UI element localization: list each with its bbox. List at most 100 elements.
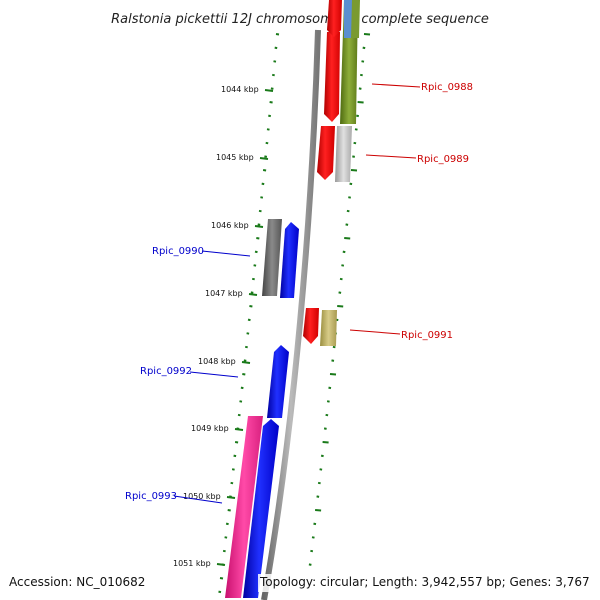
gene-block-khaki [320,310,337,346]
minor-tick [320,454,324,458]
minor-tick [319,468,323,471]
minor-tick [357,101,364,104]
minor-tick [317,481,321,485]
gene-label-rpic-0989[interactable]: Rpic_0989 [417,154,469,165]
leader-line-rpic-0990 [201,250,251,257]
gene-label-rpic-0991[interactable]: Rpic_0991 [401,330,453,341]
gene-label-rpic-0992[interactable]: Rpic_0992 [140,366,192,377]
kbp-tick-label: 1047 kbp [205,289,243,298]
minor-tick [341,264,345,267]
minor-tick [239,400,243,403]
minor-tick [262,169,267,172]
gene-arrow-rpic-0991[interactable] [303,308,319,344]
minor-tick [253,264,257,267]
kbp-tick-mark [226,496,236,499]
minor-tick [323,427,327,430]
leader-line-rpic-0988 [371,83,421,88]
kbp-tick-mark [259,157,269,160]
minor-tick [361,60,365,63]
minor-tick [237,413,241,417]
minor-tick [349,182,353,186]
kbp-tick-mark [241,361,251,364]
minor-tick [363,33,371,36]
minor-tick [331,359,335,362]
minor-tick [269,101,273,104]
kbp-tick: 1046 kbp [211,221,264,230]
kbp-tick-mark [264,89,274,92]
minor-tick [258,209,262,213]
kbp-tick-label: 1045 kbp [216,153,254,162]
minor-tick [313,522,317,526]
kbp-scale: 1044 kbp 1045 kbp 1046 kbp 1047 kbp 1048… [173,85,274,568]
kbp-tick-mark [234,428,244,431]
gene-block-top-olive [351,0,360,38]
minor-tick [311,536,315,539]
gene-arrow-rpic-0992[interactable] [267,345,289,418]
gene-label-rpic-0993[interactable]: Rpic_0993 [125,491,177,502]
minor-tick [266,128,270,131]
topology-text: Topology: circular; Length: 3,942,557 bp… [259,575,590,589]
minor-tick [246,332,250,335]
minor-tick [308,563,312,566]
minor-tick [274,46,278,50]
kbp-tick: 1049 kbp [191,424,244,433]
kbp-tick: 1050 kbp [183,492,236,501]
gene-arrow-rpic-0993[interactable] [243,419,279,598]
minor-tick [354,128,358,131]
tick-track-right [308,33,371,566]
minor-tick [322,441,329,444]
minor-tick [329,373,337,376]
kbp-tick-label: 1049 kbp [191,424,229,433]
kbp-tick: 1045 kbp [216,153,269,162]
kbp-tick: 1047 kbp [205,289,258,298]
minor-tick [350,169,358,172]
map-title: Ralstonia pickettii 12J chromosome 1, co… [111,12,489,27]
minor-tick [337,305,344,308]
kbp-tick: 1048 kbp [198,357,251,366]
minor-tick [338,291,342,294]
gene-label-rpic-0990[interactable]: Rpic_0990 [152,246,204,257]
leader-line-rpic-0992 [189,371,239,378]
minor-tick [242,373,246,376]
minor-tick [272,73,275,77]
minor-tick [227,509,231,512]
kbp-tick-label: 1046 kbp [211,221,249,230]
minor-tick [328,386,332,390]
minor-tick [310,549,314,553]
minor-tick [339,277,343,281]
minor-tick [234,441,239,444]
gene-block-gray [335,126,352,182]
minor-tick [275,33,280,36]
leader-line-rpic-0991 [349,329,401,335]
kbp-tick-label: 1048 kbp [198,357,236,366]
minor-tick [256,237,260,240]
gene-arrow-rpic-0990[interactable] [280,222,299,298]
leader-line-rpic-0993 [173,495,223,504]
minor-tick [332,345,336,349]
minor-tick [245,345,248,349]
gene-label-rpic-0988[interactable]: Rpic_0988 [421,82,473,93]
tick-track-left [218,33,280,594]
footer-backdrop [258,574,594,592]
gene-arrow-rpic-0988[interactable] [324,32,341,122]
chromosome-backbone [261,29,321,600]
kbp-tick: 1044 kbp [221,85,274,94]
kbp-tick-mark [216,563,226,566]
minor-tick [315,509,322,512]
reverse-strand-features [225,219,299,598]
minor-tick [316,495,320,498]
minor-tick [344,237,351,240]
gene-arrow-top-red[interactable] [327,0,342,37]
gene-arrow-rpic-0989[interactable] [317,126,335,180]
minor-tick [218,590,222,594]
minor-tick [252,277,255,281]
minor-tick [326,400,330,403]
gene-labels: Rpic_0988 Rpic_0989 Rpic_0990 Rpic_0991 … [125,82,473,504]
forward-strand-features [303,0,360,346]
leader-line-rpic-0989 [365,154,417,159]
minor-tick [260,196,264,199]
minor-tick [352,155,355,158]
minor-tick [362,46,366,50]
minor-tick [247,318,251,322]
minor-tick [240,386,244,390]
